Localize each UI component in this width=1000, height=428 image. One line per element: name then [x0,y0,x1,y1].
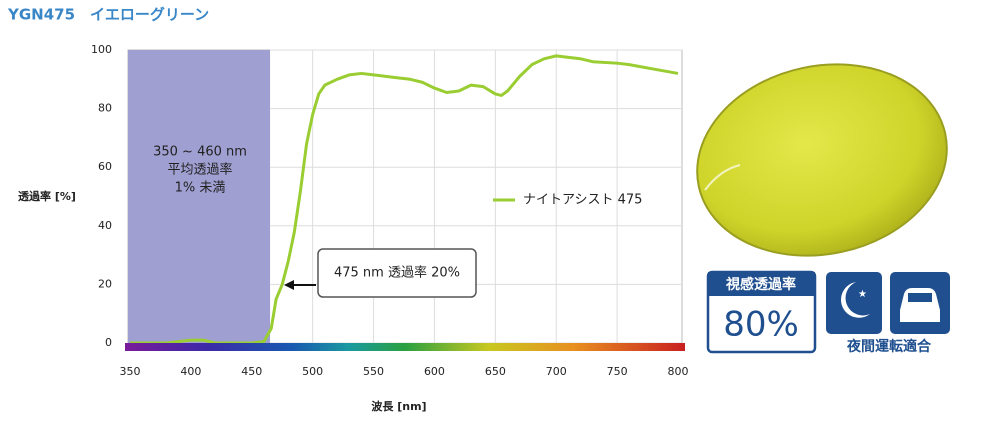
lens-highlight [704,164,741,191]
x-tick-label: 500 [302,365,323,378]
star: ★ [858,289,867,300]
y-tick-label: 40 [98,219,112,232]
moon [841,282,870,318]
night-driving: 夜間運転適合 [846,338,932,355]
x-tick-label: 750 [607,365,628,378]
y-tick-label: 60 [98,160,112,173]
band-label: 平均透過率 [168,162,233,178]
y-tick-label: 80 [98,102,112,115]
x-tick-label: 350 [120,365,141,378]
annotation-box [317,248,477,298]
visual-badge-header [708,272,815,296]
visual-title: 視感透過率 [725,276,796,293]
y-axis-label: 透過率 [%] [18,189,76,203]
y-tick-label: 100 [91,43,112,56]
visual-value: 80% [723,305,799,345]
moon-icon [826,272,882,334]
lens-image [696,63,948,257]
x-tick-label: 700 [546,365,567,378]
x-tick-label: 600 [424,365,445,378]
y-tick-label: 20 [98,277,112,290]
page-title: YGN475 イエローグリーン [7,6,209,24]
annotation: 475 nm 透過率 20% [334,265,460,281]
legend-label: ナイトアシスト 475 [523,193,642,208]
y-tick-label: 0 [105,336,112,349]
x-tick-label: 450 [241,365,262,378]
x-tick-label: 550 [363,365,384,378]
spectrum-bar [125,343,685,351]
data-line [130,54,679,345]
car-window [908,293,932,302]
x-tick-label: 400 [180,365,201,378]
x-tick-label: 800 [668,365,689,378]
arrow-head [284,280,294,290]
shaded-band [128,50,271,343]
x-tick-label: 650 [485,365,506,378]
band-label: 350 ~ 460 nm [153,145,247,160]
band-label: 1% 未満 [175,181,226,196]
x-axis-label: 波長 [nm] [371,399,426,413]
